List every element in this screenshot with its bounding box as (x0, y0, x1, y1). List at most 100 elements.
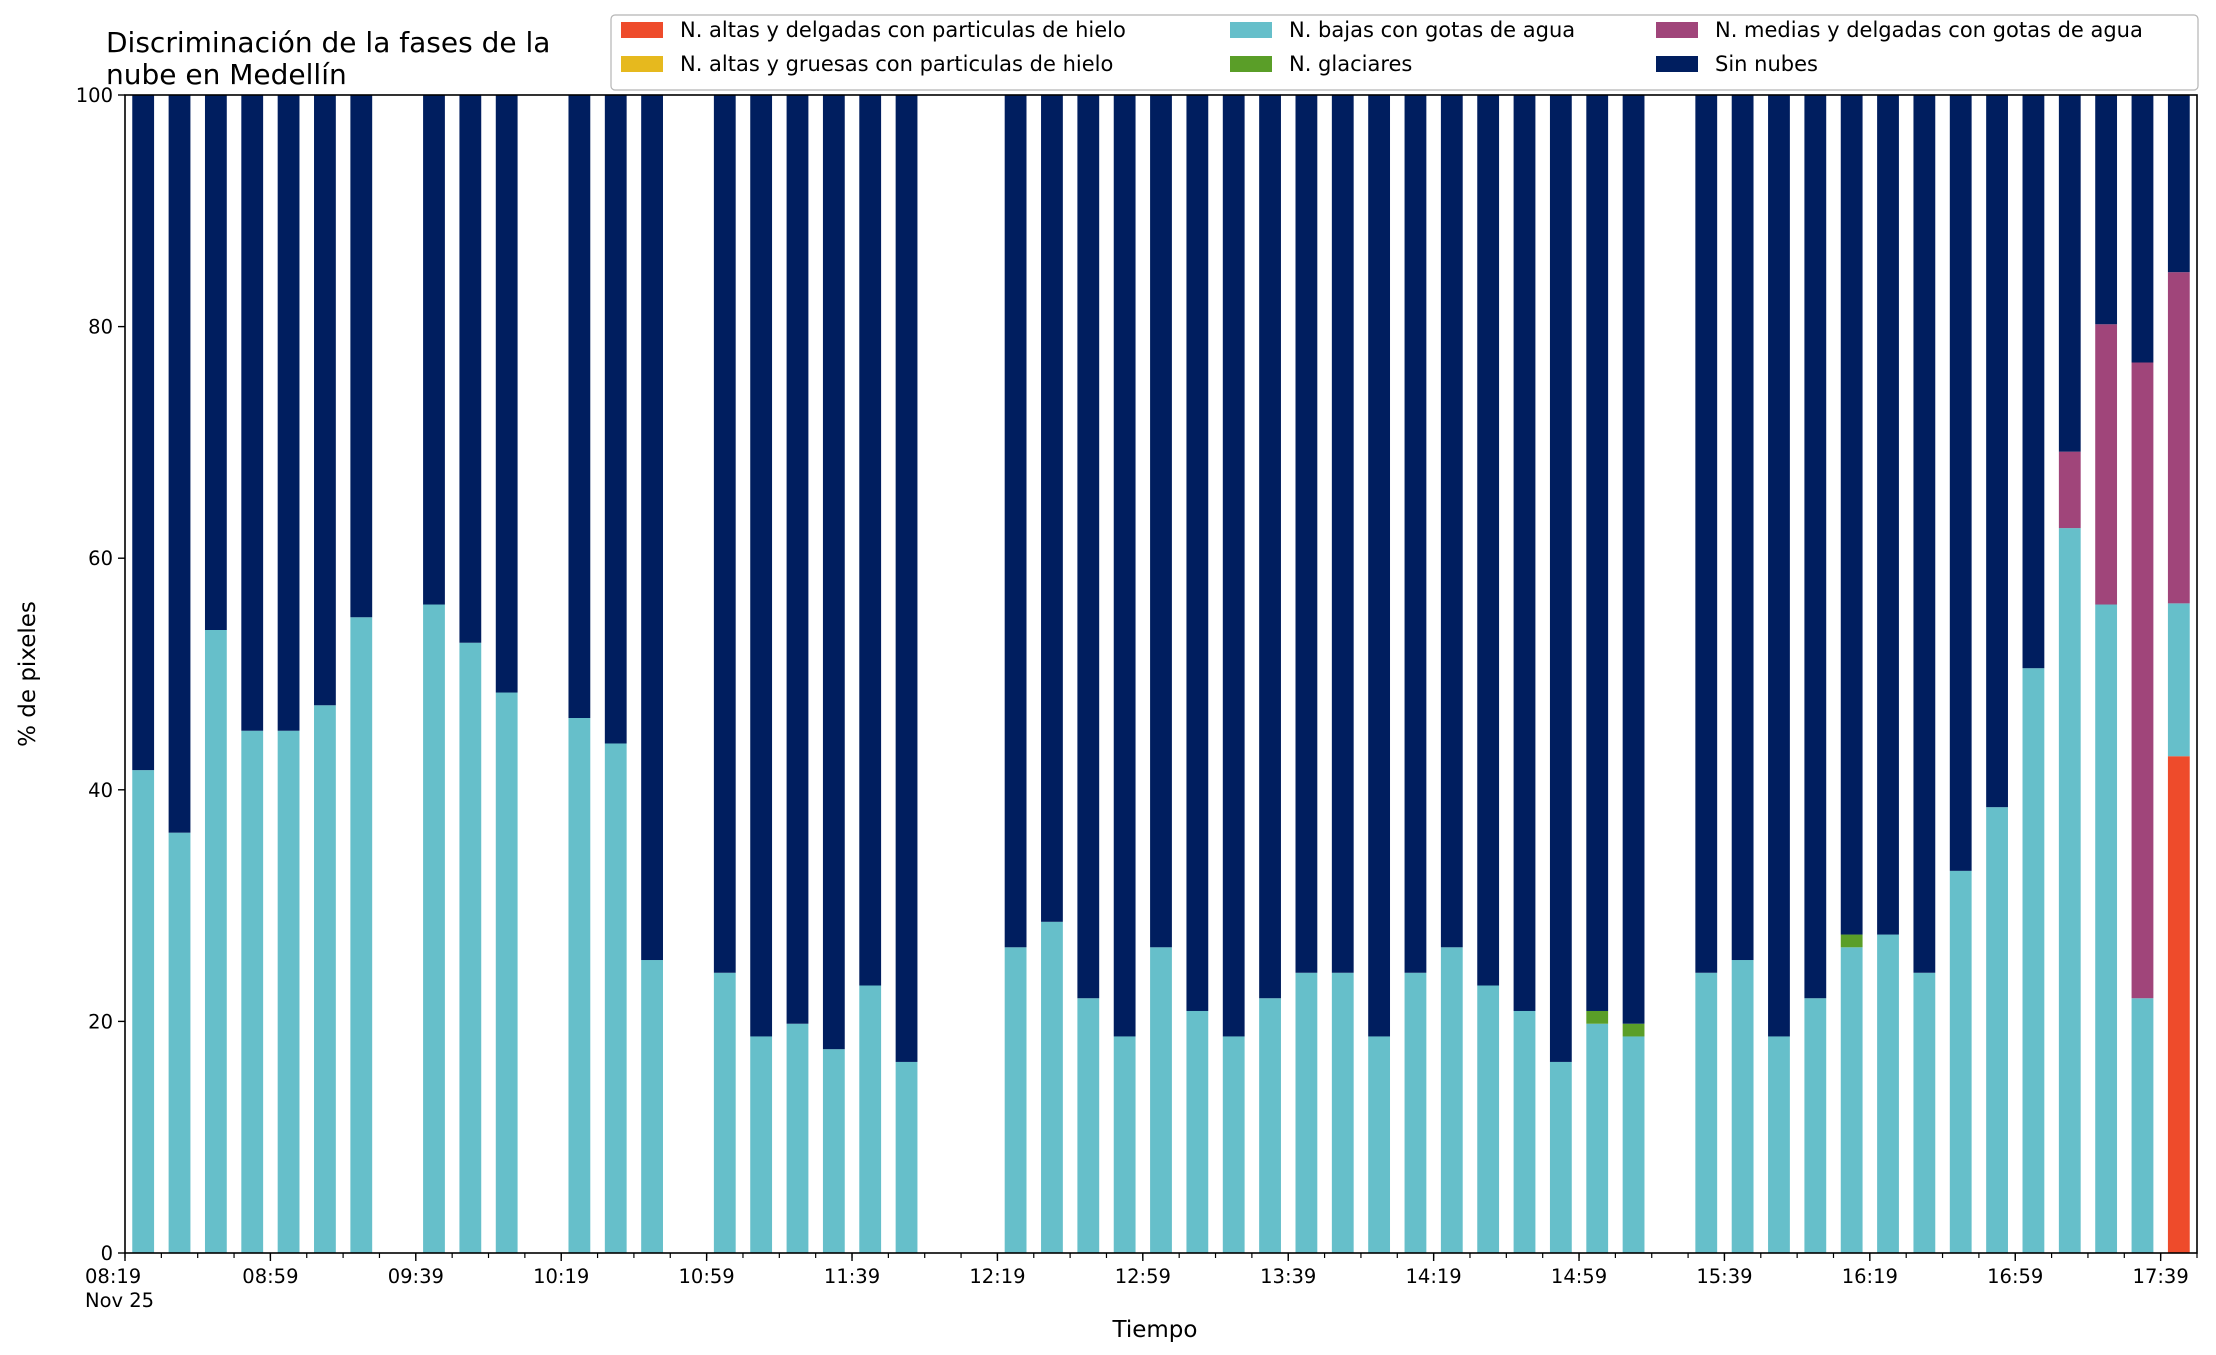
bar-1034-baja (604, 743, 627, 1253)
bar-0834-sin (168, 95, 191, 833)
bar-1634-sin (1913, 95, 1936, 973)
bar-0924-baja (350, 617, 373, 1253)
bar-1534-sin (1695, 95, 1718, 973)
bar-1104-sin (713, 95, 736, 973)
x-tick-label: 08:19 (85, 1265, 141, 1288)
chart-title-line-1: Discriminación de la fases de la (106, 26, 550, 59)
bar-0914-baja (314, 705, 336, 1253)
bar-1144-sin (859, 95, 882, 986)
bar-1734-media (2131, 362, 2154, 999)
bar-1304-sin (1150, 95, 1172, 948)
bar-1244-sin (1077, 95, 1100, 999)
bar-1144-baja (859, 985, 882, 1253)
bar-0954-sin (459, 95, 482, 643)
bar-1434-sin (1477, 95, 1500, 986)
bar-0914-sin (314, 95, 336, 706)
bar-1714-sin (2058, 95, 2081, 452)
bar-1114-sin (750, 95, 773, 1037)
bar-1644-baja (1949, 870, 1972, 1253)
legend-label-sin: Sin nubes (1715, 52, 1818, 76)
bar-1734-sin (2131, 95, 2154, 363)
bar-1104-baja (713, 972, 736, 1253)
x-tick-label: 12:59 (1115, 1265, 1171, 1288)
y-tick-label: 20 (88, 1010, 113, 1033)
plot-frame (124, 94, 2198, 1254)
bar-1404-baja (1368, 1036, 1391, 1253)
bar-1744-sin (2167, 95, 2190, 273)
bar-1724-baja (2095, 604, 2118, 1253)
bar-1734-baja (2131, 998, 2154, 1253)
bar-1444-baja (1513, 1010, 1536, 1253)
x-tick-label: 15:39 (1696, 1265, 1752, 1288)
legend-box (610, 14, 2199, 91)
bar-1404-sin (1368, 95, 1391, 1037)
bar-1604-sin (1804, 95, 1827, 999)
x-tick-label: 10:59 (679, 1265, 735, 1288)
bar-1614-sin (1840, 95, 1863, 935)
bar-1654-sin (1986, 95, 2008, 808)
x-tick-sublabel: Nov 25 (85, 1289, 154, 1312)
y-tick-label: 40 (88, 779, 113, 802)
bar-1324-baja (1222, 1036, 1245, 1253)
bar-1634-baja (1913, 972, 1936, 1253)
x-tick-label: 08:59 (242, 1265, 298, 1288)
bar-1124-sin (786, 95, 809, 1024)
x-tick-label: 16:59 (1987, 1265, 2043, 1288)
bar-1644-sin (1949, 95, 1972, 871)
bar-1004-baja (495, 692, 518, 1253)
bar-1614-glaciar (1840, 934, 1863, 948)
bar-1654-baja (1986, 807, 2008, 1253)
bar-0924-sin (350, 95, 373, 618)
bar-1424-sin (1440, 95, 1463, 948)
bar-0954-baja (459, 642, 482, 1253)
bar-1504-baja (1586, 1023, 1609, 1253)
y-axis: 0 20 40 60 80 100 (76, 84, 125, 1265)
bar-1544-sin (1731, 95, 1754, 961)
bar-1414-sin (1404, 95, 1427, 973)
bar-1614-baja (1840, 947, 1863, 1253)
bar-1334-baja (1259, 998, 1281, 1253)
bar-1154-baja (895, 1061, 918, 1253)
bar-1314-sin (1186, 95, 1209, 1011)
bar-1504-sin (1586, 95, 1609, 1011)
bar-1324-sin (1222, 95, 1245, 1037)
bar-1304-baja (1150, 947, 1172, 1253)
bar-1514-sin (1622, 95, 1645, 1024)
bar-1034-sin (604, 95, 627, 744)
bar-1744-baja (2167, 603, 2190, 757)
bar-1604-baja (1804, 998, 1827, 1253)
bar-1414-baja (1404, 972, 1427, 1253)
bar-1514-baja (1622, 1036, 1645, 1253)
bar-0844-baja (204, 630, 227, 1253)
bar-0904-baja (277, 730, 300, 1253)
bar-1434-baja (1477, 985, 1500, 1253)
legend-swatch-media (1656, 22, 1698, 38)
x-tick-label: 12:19 (969, 1265, 1025, 1288)
bar-1224-sin (1004, 95, 1027, 948)
legend-label-glaciar: N. glaciares (1289, 52, 1412, 76)
bar-0824-baja (132, 770, 155, 1253)
bar-1454-sin (1549, 95, 1572, 1062)
bar-1344-baja (1295, 972, 1318, 1253)
bar-1624-baja (1877, 934, 1899, 1253)
x-tick-label: 11:39 (824, 1265, 880, 1288)
bar-1504-glaciar (1586, 1010, 1609, 1024)
bar-1044-baja (641, 960, 663, 1253)
x-tick-label: 16:19 (1842, 1265, 1898, 1288)
bar-1454-baja (1549, 1061, 1572, 1253)
bar-1554-baja (1768, 1036, 1790, 1253)
x-tick-label: 09:39 (388, 1265, 444, 1288)
legend-label-media: N. medias y delgadas con gotas de agua (1715, 18, 2143, 42)
bar-0944-sin (423, 95, 445, 605)
bar-1254-sin (1113, 95, 1136, 1037)
legend-label-alta_gruesa: N. altas y gruesas con particulas de hie… (680, 52, 1113, 76)
chart-title-line-2: nube en Medellín (106, 58, 347, 91)
bar-0854-baja (241, 730, 264, 1253)
bar-0904-sin (277, 95, 300, 731)
bar-1134-baja (822, 1049, 845, 1253)
bar-1354-sin (1331, 95, 1354, 973)
bar-1154-sin (895, 95, 918, 1062)
y-tick-label: 0 (101, 1242, 113, 1265)
bar-0944-baja (423, 604, 445, 1253)
